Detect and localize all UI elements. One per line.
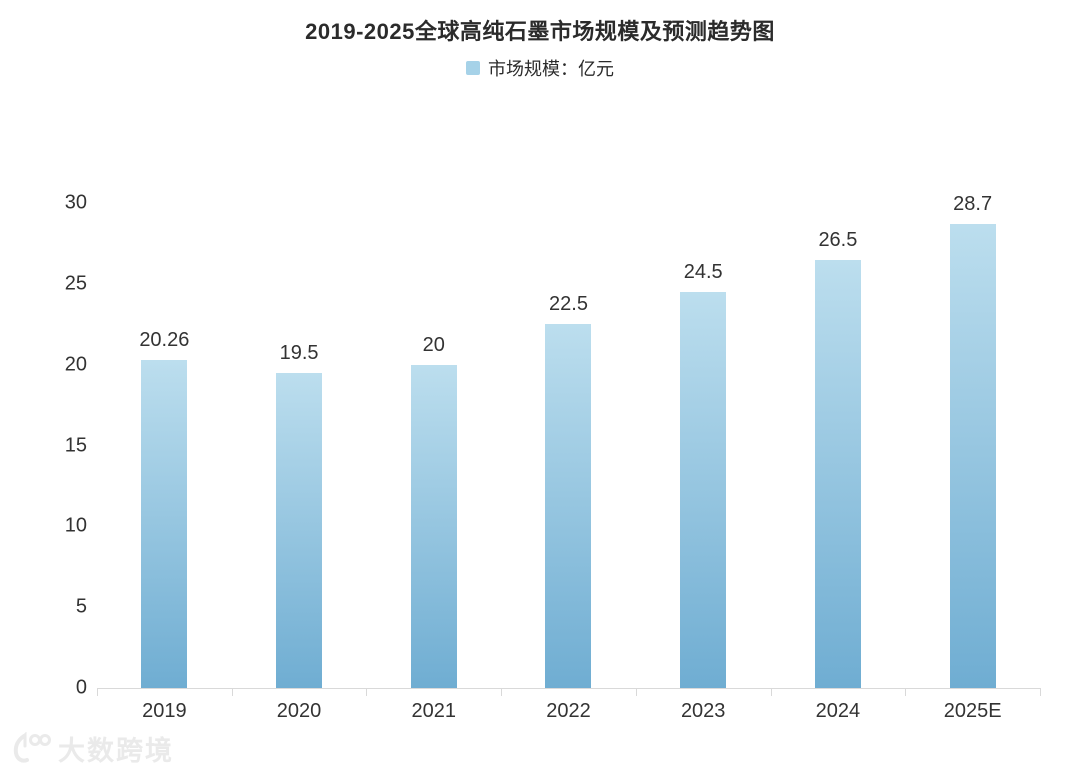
value-label: 28.7 [953, 193, 993, 216]
plot-area: 0 5 10 15 20 25 30 20.26 2019 19.5 2020 20 2021 22.5 2… [65, 192, 1041, 722]
watermark-text: 大数跨境 [58, 736, 174, 766]
value-label: 26.5 [818, 228, 858, 251]
chart-title: 2019-2025全球高纯石墨市场规模及预测趋势图 [305, 19, 775, 44]
category-cell: 26.5 2024 [771, 203, 906, 722]
y-axis-tick-label: 0 [75, 676, 87, 699]
watermark-logo-icon [13, 731, 51, 763]
x-axis-category-label: 2023 [680, 700, 726, 722]
y-axis-tick-label: 15 [64, 434, 87, 456]
x-axis-category-label: 2022 [546, 700, 591, 722]
x-axis-category-label: 2025E [943, 700, 1002, 722]
bar-2020[interactable] [276, 372, 323, 688]
x-axis-category-label: 2021 [411, 700, 457, 722]
y-axis-tick-label: 20 [64, 353, 87, 376]
legend[interactable]: 市场规模：亿元 [0, 55, 1080, 81]
bar-2023[interactable] [680, 291, 727, 688]
value-label: 22.5 [549, 293, 588, 316]
x-axis-tick [635, 688, 637, 696]
x-axis-tick [501, 688, 503, 696]
value-label: 24.5 [683, 260, 723, 283]
y-axis-tick-label: 30 [64, 191, 87, 214]
x-axis-tick [1040, 688, 1041, 696]
x-axis-tick [231, 688, 233, 696]
category-cell: 24.5 2023 [636, 203, 771, 722]
legend-swatch-icon [466, 61, 480, 75]
x-axis-tick [97, 688, 98, 696]
y-axis-tick-label: 25 [64, 272, 87, 295]
legend-label: 市场规模：亿元 [488, 59, 614, 79]
category-cell: 19.5 2020 [232, 203, 367, 722]
x-axis-tick [905, 688, 907, 696]
x-axis-category-label: 2019 [142, 700, 187, 722]
bar-2025E[interactable] [949, 224, 996, 688]
y-axis-tick-label: 5 [75, 595, 87, 618]
watermark: 大数跨境 [10, 729, 174, 768]
bar-2024[interactable] [814, 259, 861, 688]
category-cell: 20 2021 [366, 203, 501, 722]
bar-2019[interactable] [141, 360, 188, 688]
x-axis-tick [770, 688, 772, 696]
value-label: 19.5 [279, 341, 319, 364]
x-axis-category-label: 2024 [815, 700, 861, 722]
value-label: 20.26 [139, 329, 190, 352]
category-cell: 20.26 2019 [97, 203, 232, 722]
bar-2022[interactable] [545, 324, 592, 688]
y-axis-tick-label: 10 [64, 514, 87, 537]
x-axis-tick [366, 688, 368, 696]
category-cell: 28.7 2025E [905, 193, 1040, 722]
value-label: 20 [422, 333, 445, 356]
category-cell: 22.5 2022 [501, 203, 636, 722]
bar-2021[interactable] [410, 364, 457, 688]
x-axis-category-label: 2020 [276, 700, 322, 722]
